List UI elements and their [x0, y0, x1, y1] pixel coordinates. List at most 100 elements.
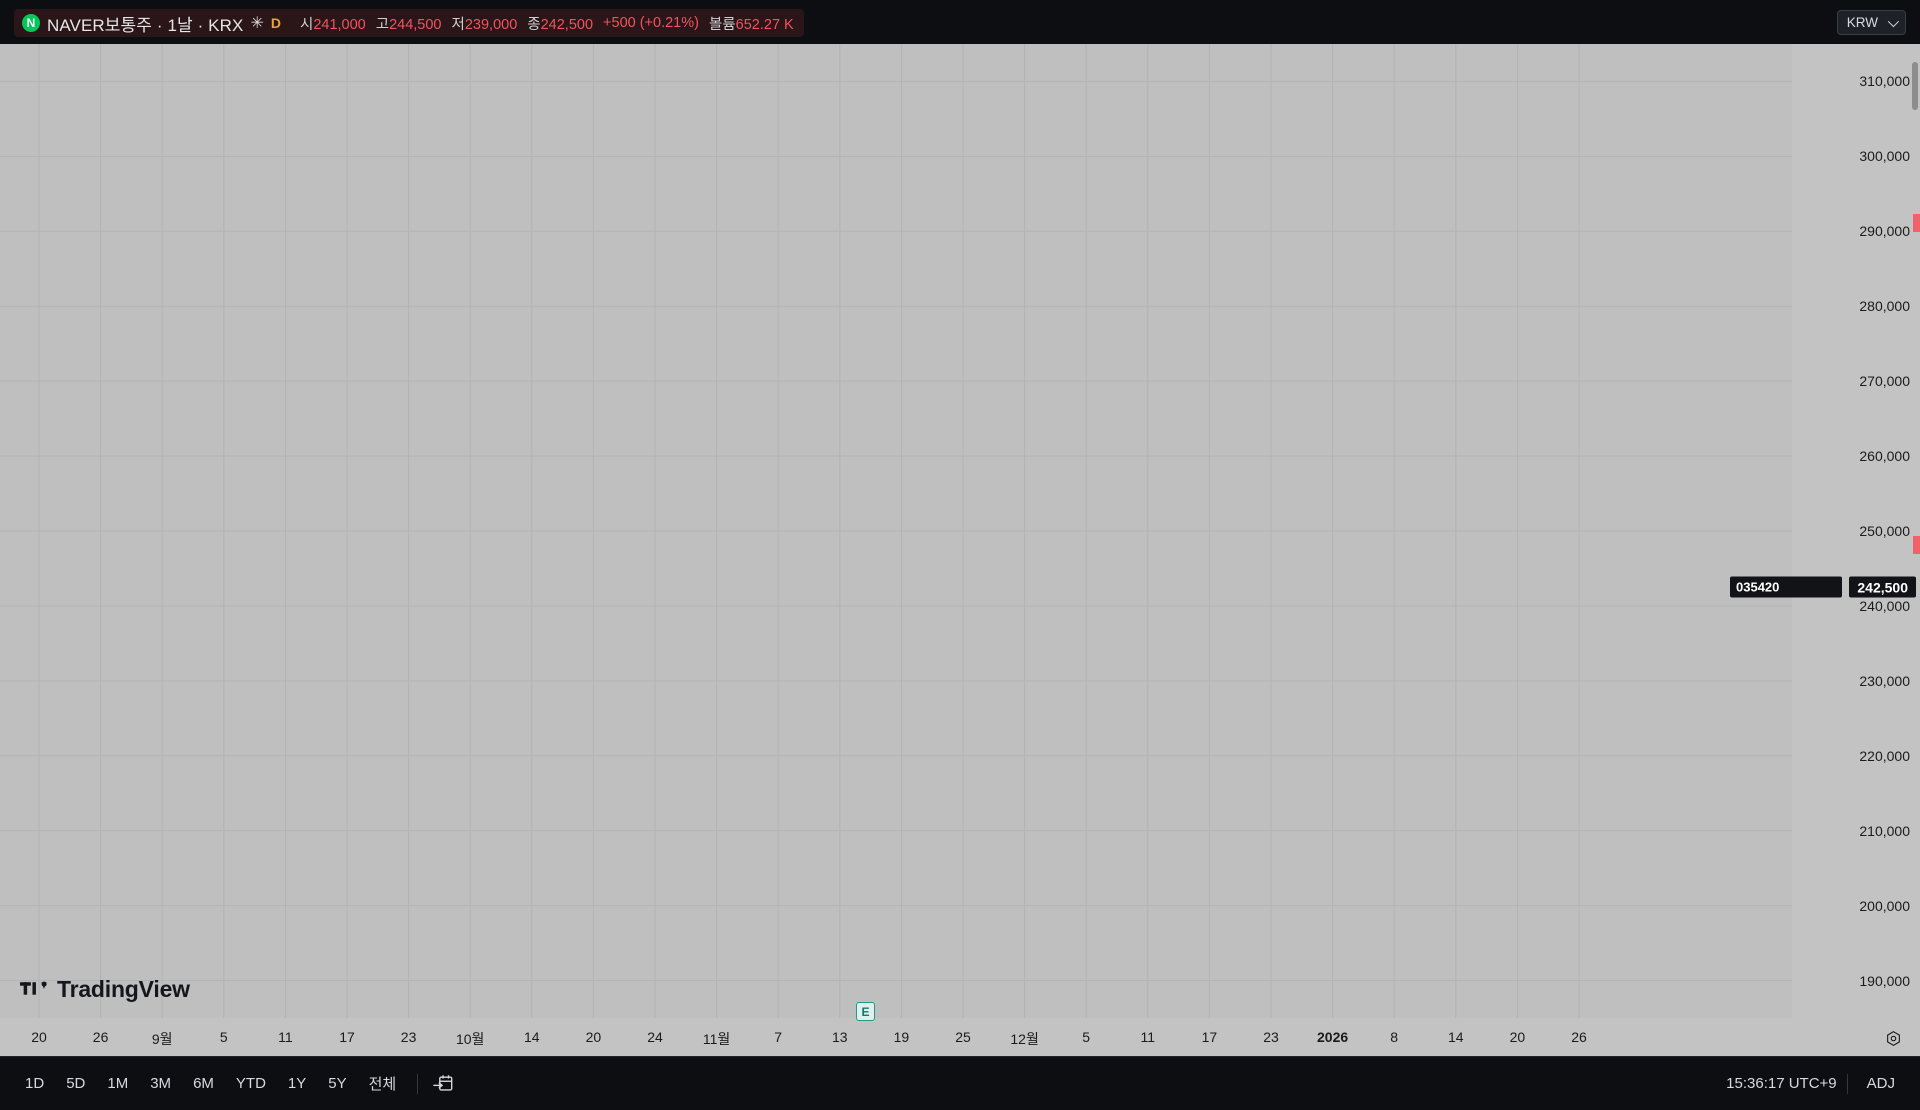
tradingview-watermark: TradingView	[20, 976, 190, 1003]
price-axis-tick: 250,000	[1859, 523, 1910, 539]
current-price-badge: 242,500	[1849, 576, 1916, 598]
symbol-name: NAVER보통주 · 1날 · KRX	[47, 11, 243, 36]
time-axis-tick: 10월	[455, 1031, 485, 1047]
symbol-sep-1: ·	[156, 15, 168, 35]
time-axis[interactable]: 20 26 9월 5 11 17 23 10월 14 20 24 11월 7 13 19 25 12월 5 11 17…	[0, 1018, 1920, 1056]
price-axis-tick: 270,000	[1859, 373, 1910, 390]
price-alert-marker-2	[1913, 536, 1920, 554]
naver-logo-icon: N	[22, 14, 40, 32]
volume-value: 652.27 K	[735, 16, 794, 33]
price-axis-scrollbar[interactable]	[1912, 62, 1918, 110]
time-axis-tick: 2026	[1317, 1029, 1349, 1045]
time-axis-tick: 14	[524, 1029, 540, 1045]
currency-selector[interactable]: KRW	[1836, 10, 1906, 35]
price-axis-tick: 280,000	[1859, 298, 1910, 315]
range-button-ytd[interactable]: YTD	[235, 1075, 266, 1092]
time-axis-tick: 26	[92, 1029, 109, 1045]
top-header-bar: N NAVER보통주 · 1날 · KRX ✳ D 시241,000 고244,…	[0, 0, 1920, 123]
range-button-5d[interactable]: 5D	[66, 1075, 86, 1092]
snowflake-icon: ✳	[250, 15, 264, 32]
time-axis-tick: 11	[278, 1029, 293, 1045]
price-alert-marker	[1913, 214, 1920, 232]
ohlc-high-label: 고	[375, 16, 390, 33]
time-axis-tick: 26	[1571, 1029, 1587, 1045]
symbol-exchange-label: KRX	[208, 15, 244, 35]
ohlc-values: 시241,000 고244,500 저239,000 종242,500 +500…	[300, 13, 794, 34]
price-axis-tick: 190,000	[1859, 972, 1910, 989]
time-axis-tick: 20	[585, 1029, 602, 1045]
time-axis-tick: 11월	[702, 1031, 731, 1047]
tradingview-wordmark: TradingView	[57, 976, 190, 1002]
adj-toggle-button[interactable]: ADJ	[1866, 1075, 1895, 1092]
price-axis-tick: 220,000	[1859, 747, 1910, 764]
ohlc-high: 고244,500	[376, 13, 442, 34]
range-buttons-group: 1D 5D 1M 3M 6M YTD 1Y 5Y 전체	[14, 1068, 407, 1099]
time-axis-tick: 12월	[1010, 1031, 1039, 1047]
price-axis-tick: 230,000	[1859, 672, 1910, 689]
time-axis-tick: 9월	[151, 1031, 173, 1047]
time-axis-tick: 11	[1140, 1029, 1156, 1045]
volume-info: 볼륨652.27 K	[709, 13, 794, 34]
time-axis-tick: 5	[219, 1029, 228, 1045]
time-axis-tick: 20	[31, 1029, 47, 1045]
ohlc-low-label: 저	[451, 16, 465, 33]
price-axis[interactable]: 310,000 300,000 290,000 280,000 270,000 260,0…	[1730, 44, 1920, 1018]
symbol-sep-2: ·	[197, 15, 209, 35]
ohlc-close: 종242,500	[527, 13, 593, 34]
toolbar-divider-2	[1846, 1073, 1848, 1094]
price-axis-tick: 210,000	[1859, 822, 1910, 839]
price-axis-tick: 290,000	[1859, 223, 1910, 240]
time-axis-tick: 7	[774, 1029, 783, 1045]
clock-display[interactable]: 15:36:17 UTC+9	[1726, 1075, 1837, 1092]
time-axis-tick: 19	[893, 1029, 910, 1045]
currency-label: KRW	[1846, 15, 1878, 30]
range-button-1y[interactable]: 1Y	[287, 1075, 307, 1092]
time-axis-tick: 13	[832, 1029, 848, 1045]
ohlc-low: 저239,000	[452, 13, 518, 34]
bottom-toolbar: 1D 5D 1M 3M 6M YTD 1Y 5Y 전체 15:36:17 UTC+9 ADJ	[0, 1056, 1920, 1110]
symbol-info-strip[interactable]: N NAVER보통주 · 1날 · KRX ✳ D 시241,000 고244,…	[14, 9, 804, 37]
time-axis-tick: 17	[339, 1029, 355, 1045]
calendar-goto-icon[interactable]	[432, 1073, 454, 1095]
time-axis-tick: 17	[1201, 1029, 1218, 1045]
range-button-전체[interactable]: 전체	[368, 1076, 397, 1093]
time-axis-tick: 23	[1263, 1029, 1279, 1045]
range-button-3m[interactable]: 3M	[150, 1075, 172, 1092]
timeframe-badge[interactable]: D	[270, 15, 281, 31]
chart-settings-icon[interactable]	[1885, 1030, 1902, 1047]
earnings-event-marker[interactable]: E	[856, 1002, 875, 1021]
tradingview-logo-icon	[20, 981, 48, 995]
ohlc-open-value: 241,000	[313, 16, 366, 33]
price-axis-tick: 260,000	[1859, 448, 1910, 465]
time-axis-tick: 23	[400, 1029, 417, 1045]
time-axis-tick: 20	[1509, 1029, 1526, 1045]
chart-canvas[interactable]	[0, 44, 1792, 1018]
price-axis-tick: 240,000	[1859, 597, 1910, 614]
symbol-interval-label: 1날	[167, 15, 193, 35]
price-change: +500 (+0.21%)	[603, 15, 699, 31]
symbol-price-badge: 035420	[1730, 576, 1842, 598]
price-axis-tick: 300,000	[1859, 148, 1910, 165]
range-button-6m[interactable]: 6M	[193, 1075, 214, 1092]
volume-label: 볼륨	[708, 16, 736, 33]
ohlc-low-value: 239,000	[464, 16, 518, 33]
price-axis-tick: 310,000	[1859, 73, 1910, 90]
ohlc-open: 시241,000	[300, 13, 366, 34]
ohlc-close-value: 242,500	[540, 16, 594, 33]
time-axis-tick: 14	[1448, 1029, 1464, 1045]
chart-pane[interactable]	[0, 44, 1792, 1018]
ohlc-high-value: 244,500	[389, 16, 442, 33]
time-axis-tick: 5	[1082, 1029, 1091, 1045]
time-axis-tick: 25	[955, 1029, 971, 1045]
range-button-1m[interactable]: 1M	[107, 1075, 129, 1092]
symbol-ticker-label: NAVER보통주	[47, 15, 153, 35]
chevron-down-icon	[1887, 15, 1900, 27]
toolbar-divider-1	[417, 1073, 419, 1094]
ohlc-close-label: 종	[527, 16, 541, 33]
ohlc-open-label: 시	[299, 16, 314, 33]
price-axis-tick: 200,000	[1859, 897, 1910, 914]
time-axis-tick: 8	[1390, 1029, 1399, 1045]
range-button-5y[interactable]: 5Y	[328, 1075, 347, 1092]
range-button-1d[interactable]: 1D	[25, 1075, 45, 1092]
